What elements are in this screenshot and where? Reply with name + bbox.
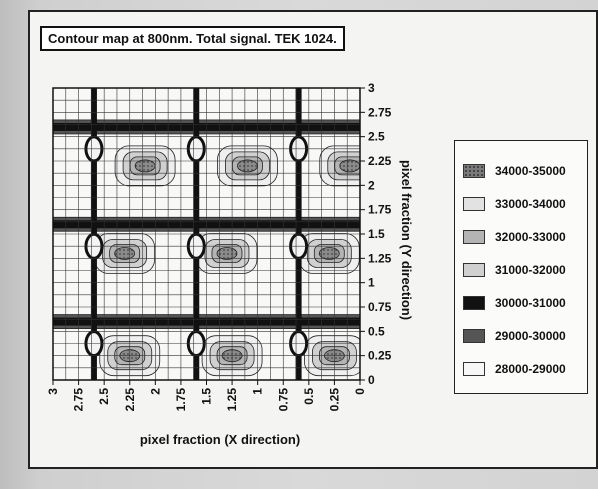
x-tick-label: 0.25 <box>327 388 341 412</box>
legend-item: 31000-32000 <box>463 260 566 280</box>
y-tick-label: 2.5 <box>368 130 385 144</box>
x-tick-label: 0.75 <box>276 388 290 412</box>
y-tick-label: 1.5 <box>368 227 385 241</box>
figure-panel: Contour map at 800nm. Total signal. TEK … <box>28 10 598 469</box>
peak-4 <box>319 247 339 259</box>
legend-swatch <box>463 329 485 343</box>
y-tick-label: 1 <box>368 276 375 290</box>
legend-label: 31000-32000 <box>495 263 566 277</box>
x-tick-label: 1.5 <box>200 388 214 405</box>
x-axis-label: pixel fraction (X direction) <box>140 432 300 447</box>
legend-item: 30000-31000 <box>463 293 566 313</box>
y-tick-label: 3 <box>368 81 375 95</box>
y-tick-label: 2.25 <box>368 154 392 168</box>
legend-swatch <box>463 263 485 277</box>
peak-6 <box>115 247 135 259</box>
x-tick-label: 3 <box>46 388 60 395</box>
legend-item: 29000-30000 <box>463 326 566 346</box>
x-tick-label: 1.75 <box>174 388 188 412</box>
legend-swatch <box>463 197 485 211</box>
legend-swatch <box>463 362 485 376</box>
legend-label: 30000-31000 <box>495 296 566 310</box>
y-tick-label: 0 <box>368 373 375 387</box>
legend-label: 34000-35000 <box>495 164 566 178</box>
peak-5 <box>217 247 237 259</box>
y-tick-label: 2 <box>368 178 375 192</box>
legend-swatch <box>463 164 485 178</box>
y-tick-label: 2.75 <box>368 105 392 119</box>
legend-item: 28000-29000 <box>463 359 566 379</box>
legend-item: 33000-34000 <box>463 194 566 214</box>
x-tick-label: 2 <box>148 388 162 395</box>
peak-7 <box>340 160 360 172</box>
x-tick-label: 2.75 <box>72 388 86 412</box>
peak-8 <box>237 160 257 172</box>
x-tick-label: 0 <box>353 388 367 395</box>
y-axis-label: pixel fraction (Y direction) <box>399 160 414 320</box>
legend-label: 29000-30000 <box>495 329 566 343</box>
x-tick-label: 0.5 <box>302 388 316 405</box>
legend-item: 32000-33000 <box>463 227 566 247</box>
peak-9 <box>135 160 155 172</box>
x-tick-label: 1 <box>251 388 265 395</box>
y-tick-label: 1.75 <box>368 203 392 217</box>
legend-label: 28000-29000 <box>495 362 566 376</box>
y-tick-label: 1.25 <box>368 251 392 265</box>
legend: 34000-35000 33000-34000 32000-33000 31000-3… <box>454 140 588 394</box>
y-tick-label: 0.5 <box>368 324 385 338</box>
y-tick-label: 0.25 <box>368 349 392 363</box>
x-axis: 3 2.75 2.5 2.25 2 1.75 1.5 1.25 1 0.75 0.5 0.25 0 <box>46 380 367 411</box>
y-tick-label: 0.75 <box>368 300 392 314</box>
legend-label: 32000-33000 <box>495 230 566 244</box>
legend-swatch <box>463 230 485 244</box>
legend-swatch <box>463 296 485 310</box>
y-axis: 0 0.25 0.5 0.75 1 1.25 1.5 1.75 2 2.25 2.5 2.75 3 <box>360 81 392 387</box>
legend-item: 34000-35000 <box>463 161 566 181</box>
x-tick-label: 1.25 <box>225 388 239 412</box>
legend-label: 33000-34000 <box>495 197 566 211</box>
x-tick-label: 2.5 <box>97 388 111 405</box>
x-tick-label: 2.25 <box>123 388 137 412</box>
